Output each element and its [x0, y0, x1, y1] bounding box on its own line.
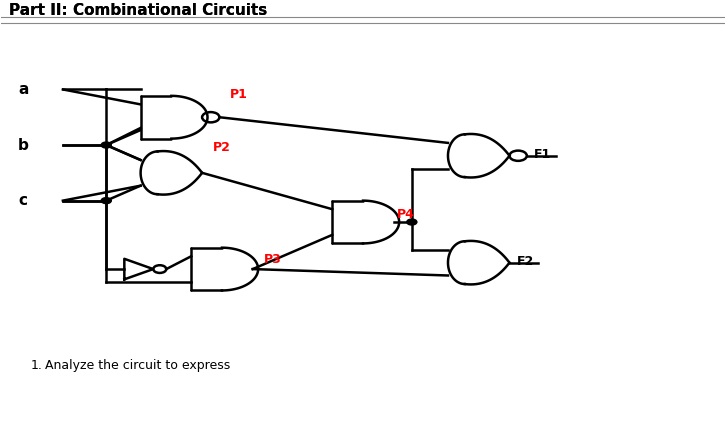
Text: 1.: 1.	[30, 359, 42, 372]
Text: a: a	[18, 82, 28, 97]
Text: P3: P3	[264, 253, 281, 266]
Text: Analyze the circuit to express: Analyze the circuit to express	[45, 359, 234, 372]
Text: Part II: Combinational Circuits: Part II: Combinational Circuits	[9, 3, 267, 18]
Text: P1: P1	[230, 88, 248, 101]
Text: F1: F1	[534, 148, 551, 161]
Text: P2: P2	[213, 142, 231, 155]
Text: b: b	[17, 138, 28, 152]
Circle shape	[407, 219, 417, 225]
Text: Part II: Combinational Circuits: Part II: Combinational Circuits	[9, 3, 267, 18]
Text: c: c	[19, 193, 28, 208]
Circle shape	[101, 142, 111, 148]
Circle shape	[101, 197, 111, 204]
Text: F2: F2	[517, 255, 534, 268]
Text: P4: P4	[397, 208, 415, 221]
